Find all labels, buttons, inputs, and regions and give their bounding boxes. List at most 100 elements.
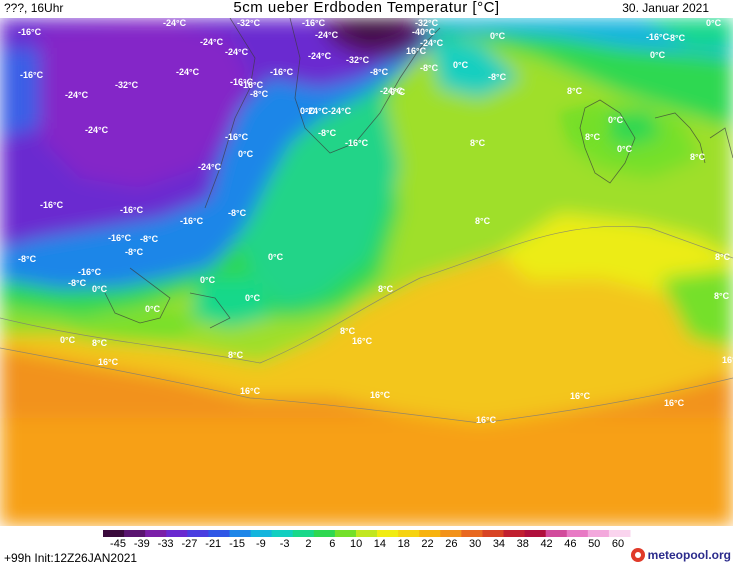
- color-scale-tick-label: -27: [181, 538, 197, 548]
- temperature-label: -24°C: [65, 90, 89, 100]
- temperature-label: 16°C: [98, 357, 119, 367]
- color-scale-tick-label: -21: [205, 538, 221, 548]
- color-scale-swatch: [187, 530, 209, 537]
- temperature-label: -32°C: [346, 55, 370, 65]
- temperature-label: -24°C: [85, 125, 109, 135]
- color-scale-swatch: [440, 530, 462, 537]
- temperature-label: -24°C: [225, 47, 249, 57]
- temperature-label: -24°C: [380, 86, 404, 96]
- coast-shading: [560, 103, 610, 148]
- temperature-label: -16°C: [40, 200, 64, 210]
- color-scale-swatch: [419, 530, 441, 537]
- temperature-label: 8°C: [378, 284, 394, 294]
- temperature-label: 0°C: [617, 144, 633, 154]
- temperature-label: 0°C: [200, 275, 216, 285]
- color-scale-tick-label: -3: [280, 538, 290, 548]
- temperature-label: -16°C: [180, 216, 204, 226]
- temperature-label: -24°C: [200, 37, 224, 47]
- color-scale-tick-label: 18: [398, 538, 410, 548]
- color-scale-swatch: [355, 530, 378, 537]
- temperature-label: 0°C: [490, 31, 506, 41]
- temperature-label: -8°C: [140, 234, 159, 244]
- color-scale-legend: -45 -39 -33 -27 -21 -15 -9 -3 2 6 10 14 18 22 26 30 34 38…: [103, 530, 631, 548]
- isotherm-16: [0, 347, 733, 424]
- temperature-label: 16°C: [370, 390, 391, 400]
- brand-name: meteopool.org: [647, 548, 731, 562]
- color-scale-swatch: [587, 530, 610, 537]
- color-scale-tick-label: -45: [110, 538, 126, 548]
- color-scale-tick-label: -39: [134, 538, 150, 548]
- color-scale-swatch: [313, 530, 336, 537]
- temperature-label: 0°C: [453, 60, 469, 70]
- color-scale-tick-label: 22: [421, 538, 433, 548]
- temperature-label: -8°C: [488, 72, 507, 82]
- temperature-label: -16°C: [18, 27, 42, 37]
- color-scale-tick-label: -15: [229, 538, 245, 548]
- temperature-label: 8°C: [475, 216, 491, 226]
- temperature-label: -8°C: [420, 63, 439, 73]
- color-scale-swatch: [608, 530, 631, 537]
- temperature-field: [0, 18, 733, 526]
- temperature-labels: -16°C-24°C -32°C -16°C-24°C-32°C-24°C-40°C…: [18, 18, 733, 425]
- color-scale-swatch: [103, 530, 125, 537]
- meteopool-logo-icon: [630, 548, 645, 562]
- temperature-label: -32°C: [415, 18, 439, 28]
- color-scale-swatch: [398, 530, 420, 537]
- color-scale-swatch: [524, 530, 547, 537]
- temperature-label: -16°C: [646, 32, 670, 42]
- temperature-label: -16°C: [78, 267, 102, 277]
- color-scale-swatches: [103, 530, 631, 537]
- color-scale-swatch: [377, 530, 399, 537]
- temperature-label: -32°C: [237, 18, 261, 28]
- temperature-label: -8°C: [667, 33, 686, 43]
- temperature-label: -16°C: [20, 70, 44, 80]
- temperature-label: 0°C: [650, 50, 666, 60]
- temperature-label: 0°C: [390, 87, 406, 97]
- forecast-time-label: ???, 16Uhr: [4, 1, 64, 15]
- temperature-label: 0°C: [706, 18, 722, 28]
- isotherm-8: [0, 225, 733, 364]
- meteopool-logo[interactable]: meteopool.org: [630, 548, 731, 562]
- color-scale-tick-label: -9: [256, 538, 266, 548]
- color-scale-swatch: [482, 530, 505, 537]
- temperature-label: 16°C: [664, 398, 685, 408]
- color-scale-tick-label: 50: [588, 538, 600, 548]
- map-title: 5cm ueber Erdboden Temperatur [°C]: [233, 0, 500, 16]
- temperature-label: -24°C: [176, 67, 200, 77]
- temperature-label: 8°C: [690, 152, 706, 162]
- color-scale-tick-label: 34: [493, 538, 505, 548]
- temperature-label: 8°C: [228, 350, 244, 360]
- temperature-label: 8°C: [470, 138, 486, 148]
- color-scale-swatch: [271, 530, 294, 537]
- color-scale-swatch: [545, 530, 568, 537]
- color-scale-tick-label: 10: [350, 538, 362, 548]
- temperature-label: 0°C: [145, 304, 161, 314]
- color-scale-swatch: [166, 530, 188, 537]
- color-scale-tick-label: -33: [158, 538, 174, 548]
- temperature-label: 16°C: [570, 391, 591, 401]
- temperature-label: -24°C: [328, 106, 352, 116]
- color-scale-tick-label: 42: [540, 538, 552, 548]
- temperature-label: 0°C: [245, 293, 261, 303]
- color-scale-swatch: [292, 530, 315, 537]
- temperature-label: 0°C: [238, 149, 254, 159]
- temperature-label: 0°C: [92, 284, 108, 294]
- color-scale-swatch: [229, 530, 252, 537]
- temperature-label: -16°C: [225, 132, 249, 142]
- temperature-label: 8°C: [715, 252, 731, 262]
- temperature-label: -16°C: [230, 77, 254, 87]
- temperature-label: -8°C: [68, 278, 87, 288]
- footer-bar: -45 -39 -33 -27 -21 -15 -9 -3 2 6 10 14 18 22 26 30 34 38…: [0, 526, 733, 566]
- temperature-label: 0°C: [268, 252, 284, 262]
- temperature-label: -16°C: [270, 67, 294, 77]
- temperature-label: -8°C: [250, 89, 269, 99]
- temperature-label: 0°C: [60, 335, 76, 345]
- color-scale-swatch: [461, 530, 483, 537]
- color-scale-swatch: [503, 530, 526, 537]
- temperature-label: -8°C: [370, 67, 389, 77]
- temperature-map: -16°C-24°C -32°C -16°C-24°C-32°C-24°C-40°C…: [0, 18, 733, 526]
- temperature-label: -24°C: [315, 30, 339, 40]
- temperature-label: -16°C: [108, 233, 132, 243]
- temperature-label: -24°C: [308, 51, 332, 61]
- temperature-label: -24°C: [420, 38, 444, 48]
